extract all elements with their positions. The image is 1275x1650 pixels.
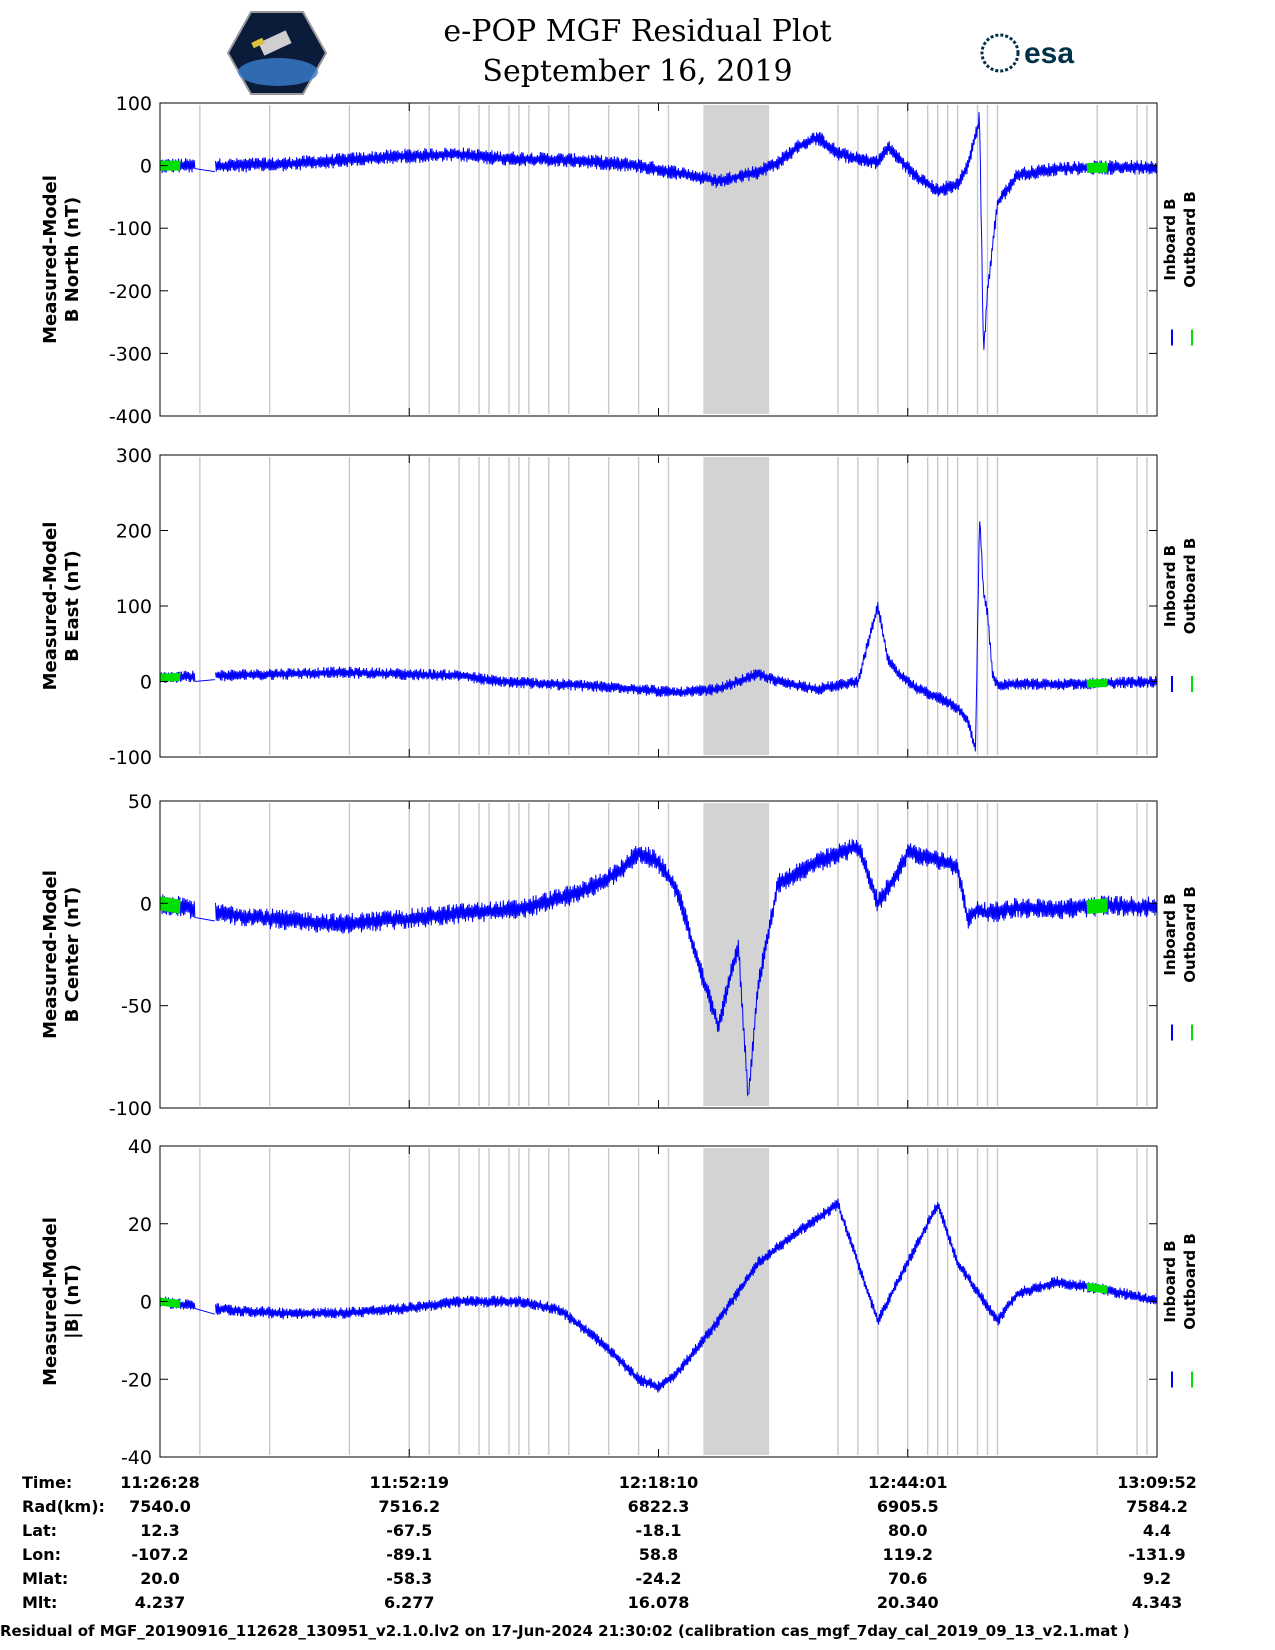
table-row-label: Lon: — [22, 1545, 61, 1564]
y-tick-label: -100 — [109, 218, 152, 240]
table-cell: 6822.3 — [627, 1497, 690, 1516]
table-cell: 7540.0 — [129, 1497, 191, 1516]
legend-inboard-label: Inboard B — [1161, 198, 1179, 280]
table-cell: 7516.2 — [378, 1497, 441, 1516]
table-cell: 80.0 — [888, 1521, 928, 1540]
table-cell: -107.2 — [131, 1545, 189, 1564]
table-cell: -58.3 — [386, 1569, 433, 1588]
table-cell: 7584.2 — [1126, 1497, 1188, 1516]
cassiope-logo — [226, 11, 328, 95]
table-cell: 12.3 — [140, 1521, 180, 1540]
table-cell: 4.4 — [1142, 1521, 1172, 1540]
table-cell: 4.343 — [1131, 1593, 1183, 1612]
legend-inboard-label: Inboard B — [1161, 545, 1179, 627]
outboard-series-line — [159, 672, 181, 682]
inboard-series-line — [159, 112, 1158, 350]
table-cell: -131.9 — [1128, 1545, 1186, 1564]
y-tick-label: -300 — [109, 343, 152, 365]
footer-caption: Residual of MGF_20190916_112628_130951_v… — [0, 1622, 1130, 1640]
legend-outboard-label: Outboard B — [1181, 191, 1199, 288]
table-cell: -67.5 — [386, 1521, 433, 1540]
y-tick-label: -400 — [109, 406, 152, 428]
y-tick-label: 50 — [128, 791, 152, 813]
legend-inboard-label: Inboard B — [1161, 1240, 1179, 1322]
table-cell: 12:18:10 — [618, 1473, 699, 1492]
eclipse-shade — [703, 105, 770, 414]
y-tick-label: 300 — [116, 445, 152, 467]
svg-text:esa: esa — [1024, 37, 1074, 70]
table-cell: 6.277 — [383, 1593, 435, 1612]
axes-frame — [159, 102, 1158, 417]
plot-title: e-POP MGF Residual Plot — [443, 14, 832, 49]
axes-frame — [159, 800, 1158, 1109]
table-cell: 11:26:28 — [120, 1473, 200, 1492]
outboard-series-line — [159, 160, 181, 171]
legend-inboard-label: Inboard B — [1161, 893, 1179, 975]
table-row-label: Time: — [22, 1473, 73, 1492]
table-cell: 58.8 — [638, 1545, 679, 1564]
table-cell: 9.2 — [1142, 1569, 1172, 1588]
y-tick-label: -50 — [121, 996, 152, 1018]
outboard-series-line — [159, 1297, 181, 1309]
y-tick-label: 20 — [128, 1214, 152, 1236]
table-cell: 16.078 — [627, 1593, 690, 1612]
y-tick-label: 0 — [140, 672, 152, 694]
y-axis-label: Measured-Model — [40, 1217, 61, 1386]
table-cell: 20.340 — [876, 1593, 939, 1612]
table-cell: 4.237 — [134, 1593, 186, 1612]
legend-outboard-label: Outboard B — [1181, 886, 1199, 983]
y-axis-label: |B| (nT) — [62, 1264, 83, 1339]
outboard-series-line — [1086, 898, 1108, 915]
y-axis-label: B Center (nT) — [62, 887, 83, 1023]
y-tick-label: -100 — [109, 1098, 152, 1120]
table-cell: -24.2 — [635, 1569, 682, 1588]
table-cell: -89.1 — [386, 1545, 433, 1564]
legend-outboard-label: Outboard B — [1181, 538, 1199, 635]
y-axis-label: B North (nT) — [62, 197, 83, 323]
outboard-series-line — [1086, 1282, 1108, 1294]
y-tick-label: 100 — [116, 93, 152, 115]
inboard-series-line — [159, 1198, 1158, 1393]
y-tick-label: 100 — [116, 596, 152, 618]
esa-logo: esa — [978, 30, 1098, 76]
y-tick-label: 0 — [140, 893, 152, 915]
y-tick-label: 200 — [116, 521, 152, 543]
plot-subtitle: September 16, 2019 — [482, 54, 793, 89]
table-cell: 119.2 — [882, 1545, 934, 1564]
table-cell: 13:09:52 — [1117, 1473, 1197, 1492]
table-row-label: Rad(km): — [22, 1497, 105, 1516]
table-cell: -18.1 — [635, 1521, 682, 1540]
table-row-label: Mlt: — [22, 1593, 58, 1612]
table-cell: 20.0 — [140, 1569, 180, 1588]
outboard-series-line — [1086, 162, 1108, 174]
table-cell: 12:44:01 — [867, 1473, 948, 1492]
axes-frame — [159, 454, 1158, 758]
table-cell: 6905.5 — [876, 1497, 939, 1516]
eclipse-shade — [703, 1148, 770, 1455]
eclipse-shade — [703, 457, 770, 755]
legend-outboard-label: Outboard B — [1181, 1233, 1199, 1330]
table-row-label: Lat: — [22, 1521, 58, 1540]
table-cell: 70.6 — [888, 1569, 928, 1588]
inboard-series-line — [159, 521, 1158, 752]
outboard-series-line — [1086, 678, 1108, 688]
y-tick-label: 0 — [140, 156, 152, 178]
y-tick-label: -40 — [121, 1447, 152, 1469]
y-axis-label: Measured-Model — [40, 175, 61, 344]
y-tick-label: 40 — [128, 1136, 152, 1158]
y-tick-label: -20 — [121, 1369, 152, 1391]
y-axis-label: Measured-Model — [40, 870, 61, 1039]
inboard-series-line — [159, 839, 1158, 1097]
y-tick-label: 0 — [140, 1292, 152, 1314]
y-axis-label: B East (nT) — [62, 550, 83, 662]
y-axis-label: Measured-Model — [40, 522, 61, 691]
axes-frame — [159, 1145, 1158, 1458]
y-tick-label: -200 — [109, 281, 152, 303]
outboard-series-line — [159, 896, 181, 914]
table-row-label: Mlat: — [22, 1569, 69, 1588]
table-cell: 11:52:19 — [369, 1473, 450, 1492]
y-tick-label: -100 — [109, 747, 152, 769]
